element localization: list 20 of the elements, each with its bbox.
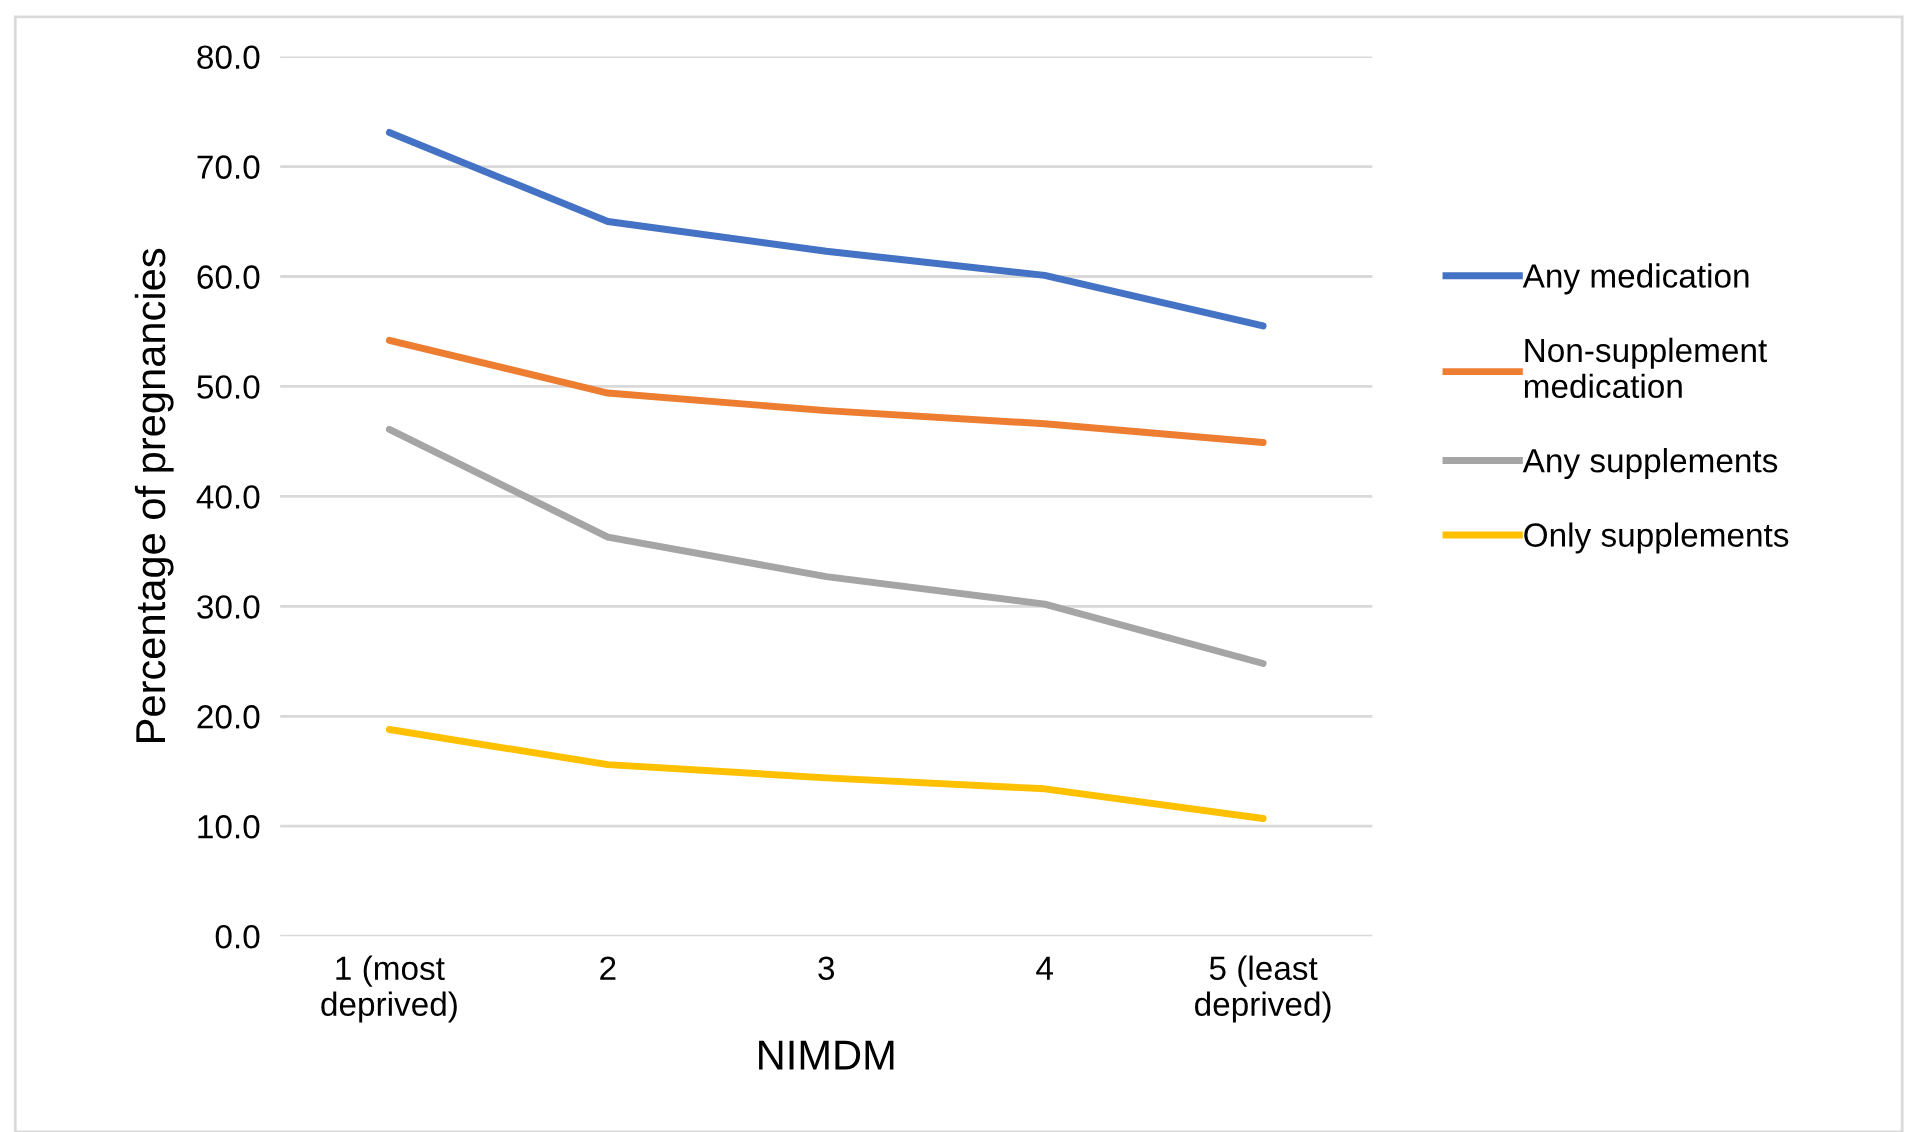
y-tick-label: 80.0 <box>197 45 260 70</box>
x-axis-title: NIMDM <box>759 1040 894 1070</box>
x-tick-label: 3 <box>818 956 835 981</box>
legend-label: Any supplements <box>1522 448 1778 480</box>
x-tick-label: 1 (most deprived) <box>321 955 457 1023</box>
y-tick-label: 50.0 <box>197 375 260 399</box>
y-tick-label: 70.0 <box>197 155 260 179</box>
y-tick-label: 20.0 <box>197 705 260 729</box>
y-tick-label: 60.0 <box>197 265 260 289</box>
y-tick-label: 0.0 <box>215 924 260 949</box>
x-tick-label: 2 <box>600 956 616 980</box>
y-tick-label: 10.0 <box>198 815 260 839</box>
x-tick-label: 4 <box>1036 956 1053 980</box>
y-tick-label: 40.0 <box>196 485 260 509</box>
x-tick-label: 5 (least deprived) <box>1195 955 1331 1023</box>
y-tick-label: 30.0 <box>197 595 260 619</box>
legend-label: Only supplements <box>1524 522 1789 554</box>
legend-label: Any medication <box>1522 263 1749 295</box>
y-axis-title: Percentage of pregnancies <box>134 248 174 742</box>
legend-label: Non-supplement medication <box>1524 337 1768 399</box>
